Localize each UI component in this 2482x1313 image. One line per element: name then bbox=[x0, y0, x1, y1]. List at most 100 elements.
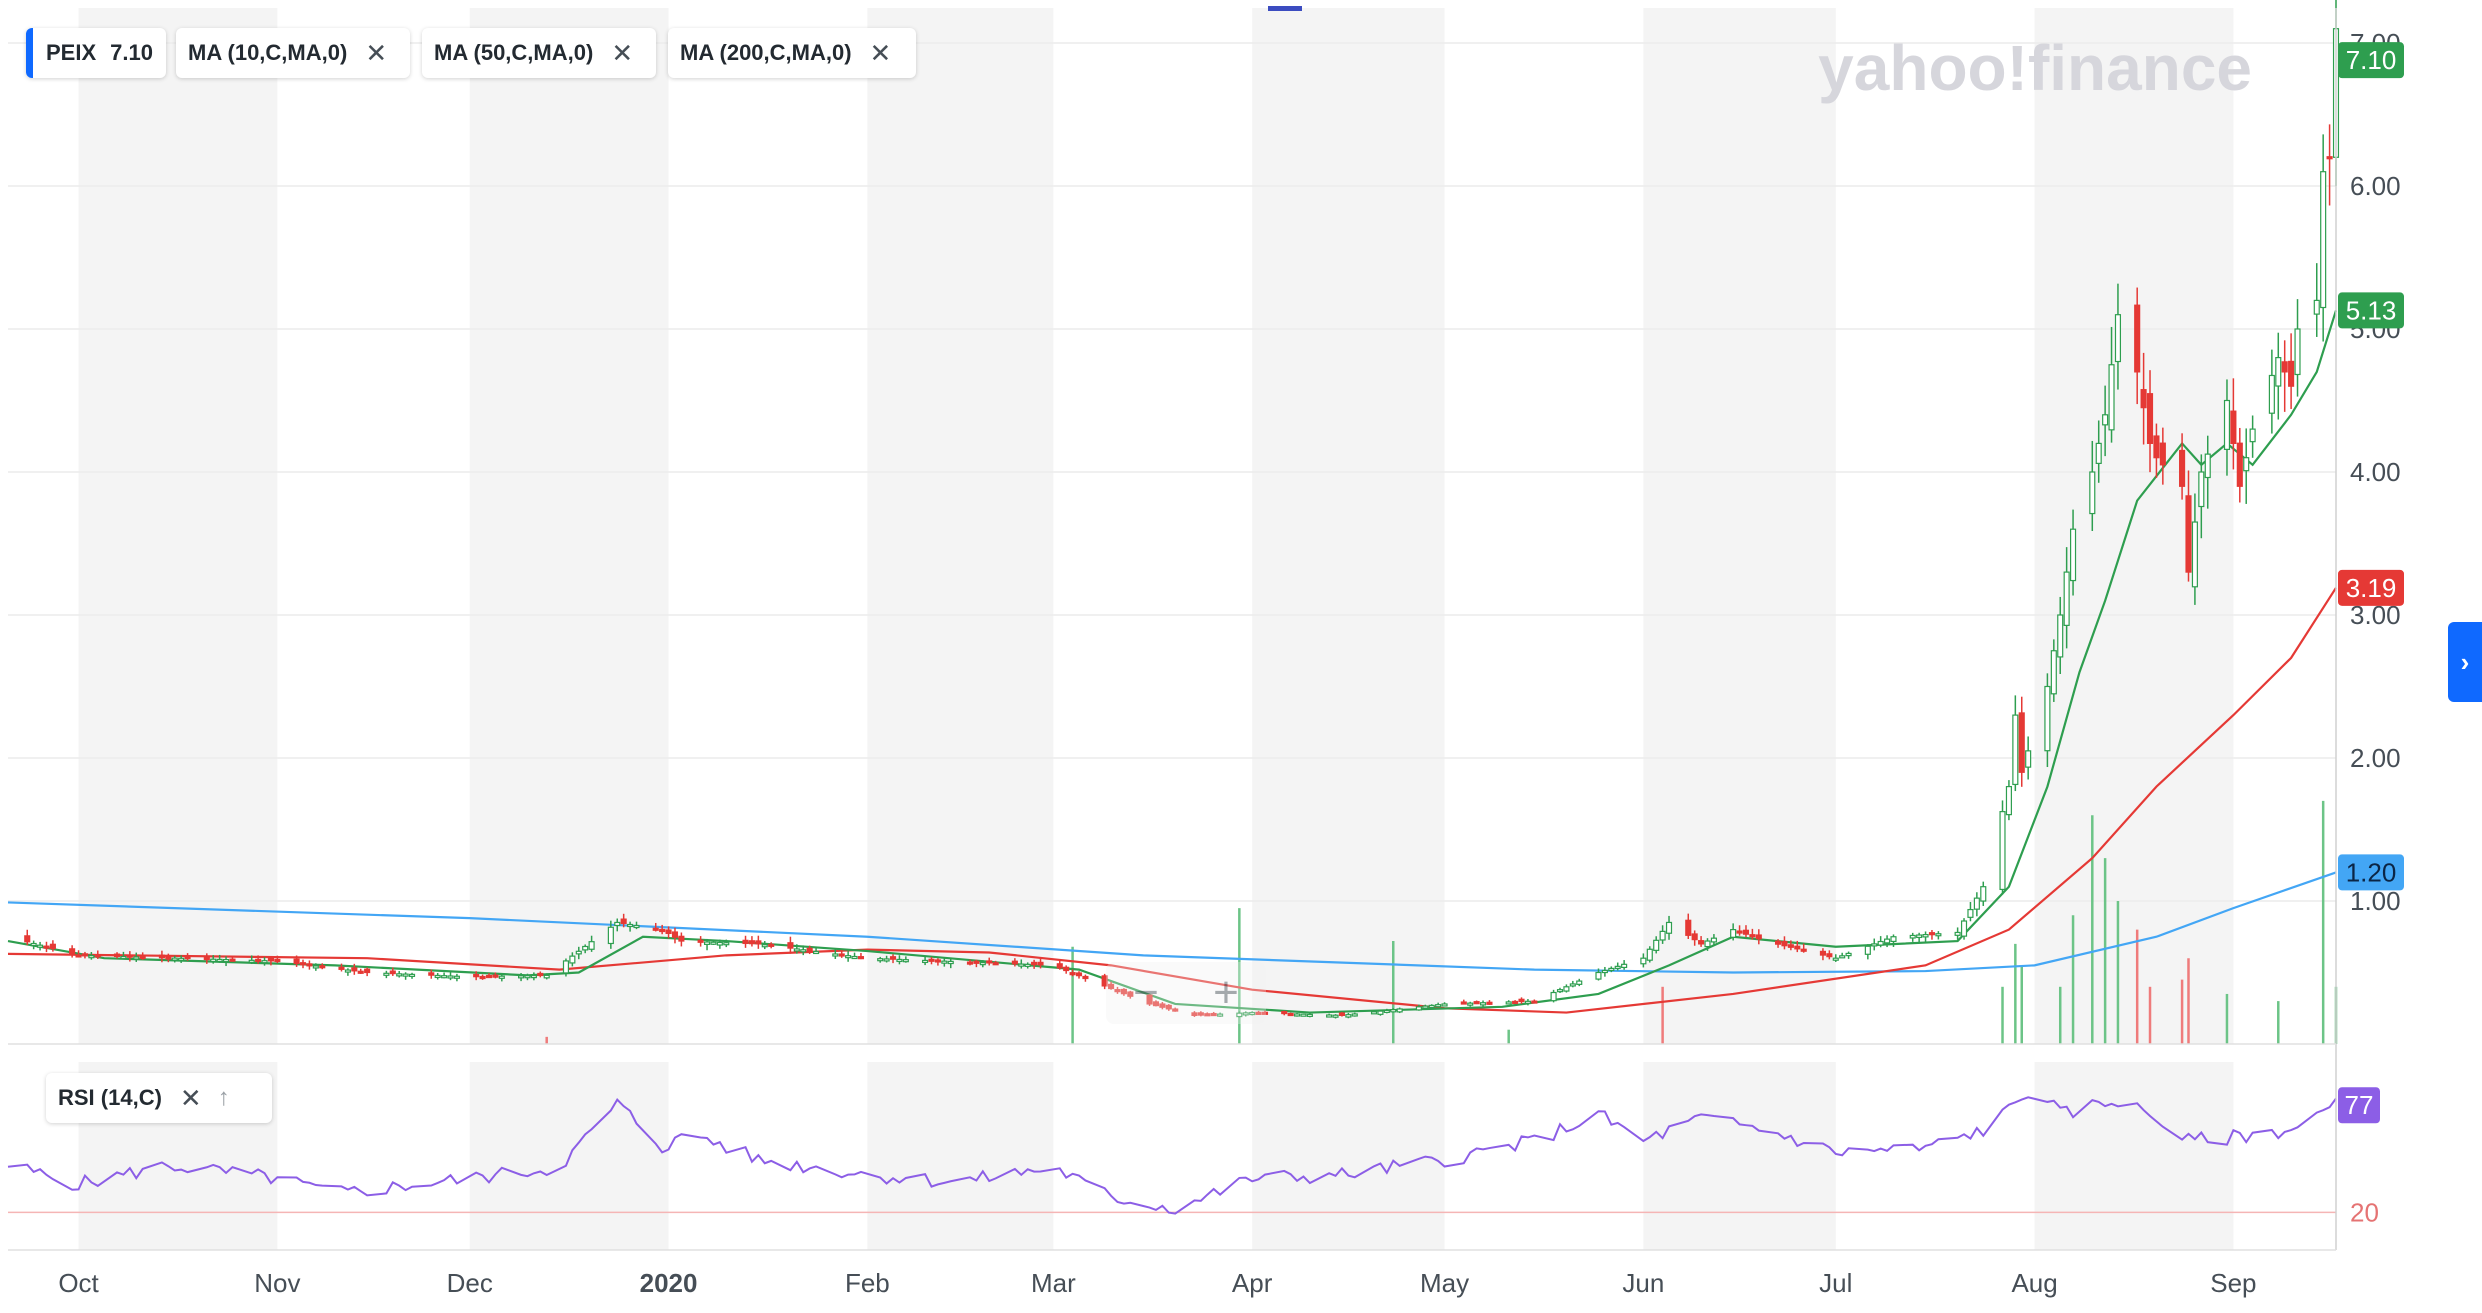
candle-body bbox=[216, 958, 223, 962]
candle-body bbox=[1377, 1010, 1384, 1015]
candle-body bbox=[2025, 750, 2032, 768]
candle-body bbox=[338, 966, 345, 970]
candle-body bbox=[1191, 1012, 1198, 1017]
candle-body bbox=[473, 973, 480, 978]
candle-body bbox=[2223, 399, 2231, 450]
ma200-line bbox=[7, 871, 2337, 974]
y-tick-label: 6.00 bbox=[2350, 171, 2401, 201]
candle-body bbox=[1832, 957, 1839, 961]
candle-body bbox=[845, 955, 852, 959]
candle-body bbox=[1217, 1013, 1224, 1017]
candle-body bbox=[1659, 930, 1666, 941]
candle-body bbox=[986, 960, 993, 964]
candle-body bbox=[1383, 1009, 1390, 1013]
close-icon[interactable]: ✕ bbox=[611, 37, 634, 68]
candle-body bbox=[1704, 940, 1711, 948]
candle-body bbox=[75, 954, 82, 958]
candle-body bbox=[832, 953, 839, 957]
candle-body bbox=[755, 940, 762, 945]
candle-body bbox=[2005, 785, 2012, 816]
candle-body bbox=[69, 948, 76, 955]
close-icon[interactable]: ✕ bbox=[869, 37, 892, 68]
candle-body bbox=[171, 957, 178, 961]
zoom-controls: − + bbox=[1106, 962, 1266, 1024]
expand-panel-label: › bbox=[2460, 646, 2470, 677]
candle-body bbox=[2288, 360, 2295, 387]
candle-body bbox=[81, 953, 89, 957]
candle-body bbox=[1428, 1004, 1435, 1008]
candle-body bbox=[1197, 1012, 1204, 1016]
candle-body bbox=[742, 939, 749, 945]
indicator-chip-ma50[interactable]: MA (50,C,MA,0) ✕ bbox=[422, 28, 656, 78]
candle-body bbox=[851, 955, 858, 960]
candle-body bbox=[1120, 988, 1127, 995]
candle-body bbox=[922, 959, 929, 964]
symbol-label: PEIX bbox=[46, 40, 97, 65]
candle-body bbox=[1742, 929, 1750, 935]
indicator-chip-ma10[interactable]: MA (10,C,MA,0) ✕ bbox=[176, 28, 410, 78]
candle-body bbox=[710, 941, 717, 945]
candle-body bbox=[1909, 934, 1916, 939]
candle-body bbox=[1556, 989, 1564, 993]
candle-body bbox=[1473, 1001, 1480, 1005]
candle-body bbox=[1710, 937, 1717, 943]
zoom-in-button[interactable]: + bbox=[1213, 968, 1239, 1017]
candle-body bbox=[1826, 953, 1833, 958]
candle-body bbox=[2012, 714, 2019, 786]
candle-body bbox=[1935, 933, 1942, 937]
candle-body bbox=[877, 958, 884, 962]
candle-body bbox=[408, 973, 416, 977]
zoom-out-button[interactable]: − bbox=[1133, 968, 1159, 1017]
candle-body bbox=[1370, 1011, 1378, 1015]
candle-body bbox=[1172, 1008, 1179, 1012]
x-tick-label: Jun bbox=[1622, 1268, 1664, 1298]
range-marker bbox=[1268, 6, 1302, 11]
candle-body bbox=[1415, 1006, 1422, 1011]
candle-body bbox=[210, 958, 217, 963]
price-badge-label: 3.19 bbox=[2346, 573, 2397, 603]
candle-body bbox=[2159, 442, 2166, 466]
chevron-right-icon[interactable]: › bbox=[2448, 622, 2482, 702]
close-icon[interactable]: ✕ bbox=[179, 1082, 202, 1113]
candle-body bbox=[1056, 963, 1063, 969]
candle-body bbox=[1210, 1012, 1217, 1017]
month-band bbox=[1252, 8, 1445, 1044]
candle-body bbox=[2243, 457, 2250, 472]
candle-body bbox=[2185, 495, 2192, 573]
candle-body bbox=[1864, 945, 1871, 955]
candle-body bbox=[1159, 1003, 1166, 1008]
candle-body bbox=[133, 956, 140, 960]
candle-body bbox=[1877, 940, 1884, 946]
candle-body bbox=[1749, 934, 1756, 938]
close-icon[interactable]: ✕ bbox=[365, 37, 388, 68]
candle-body bbox=[1928, 932, 1936, 936]
candle-body bbox=[1127, 991, 1134, 997]
candle-body bbox=[113, 953, 121, 958]
rsi-value-label: 77 bbox=[2345, 1090, 2374, 1120]
symbol-chip[interactable]: PEIX 7.10 bbox=[26, 28, 166, 78]
indicator-chip-ma200[interactable]: MA (200,C,MA,0) ✕ bbox=[668, 28, 916, 78]
candle-body bbox=[2153, 435, 2160, 459]
candle-body bbox=[434, 974, 441, 979]
candle-body bbox=[428, 972, 435, 976]
rsi-chip[interactable]: RSI (14,C) ✕ ↑ bbox=[46, 1073, 272, 1123]
candle-body bbox=[2114, 314, 2122, 363]
x-tick-label: Mar bbox=[1031, 1268, 1076, 1298]
candle-body bbox=[1595, 971, 1602, 980]
candle-body bbox=[716, 941, 723, 946]
candle-body bbox=[1249, 1011, 1256, 1016]
candle-body bbox=[2268, 374, 2275, 414]
candle-body bbox=[1576, 980, 1583, 985]
candle-body bbox=[30, 942, 37, 947]
candle-body bbox=[1242, 1012, 1249, 1016]
candle-body bbox=[88, 955, 95, 959]
candle-body bbox=[1614, 965, 1621, 969]
candle-body bbox=[1774, 940, 1782, 945]
candle-body bbox=[543, 974, 550, 979]
candle-body bbox=[800, 949, 807, 953]
arrow-up-icon[interactable]: ↑ bbox=[217, 1084, 230, 1111]
candle-body bbox=[941, 960, 948, 964]
candle-body bbox=[453, 975, 460, 979]
